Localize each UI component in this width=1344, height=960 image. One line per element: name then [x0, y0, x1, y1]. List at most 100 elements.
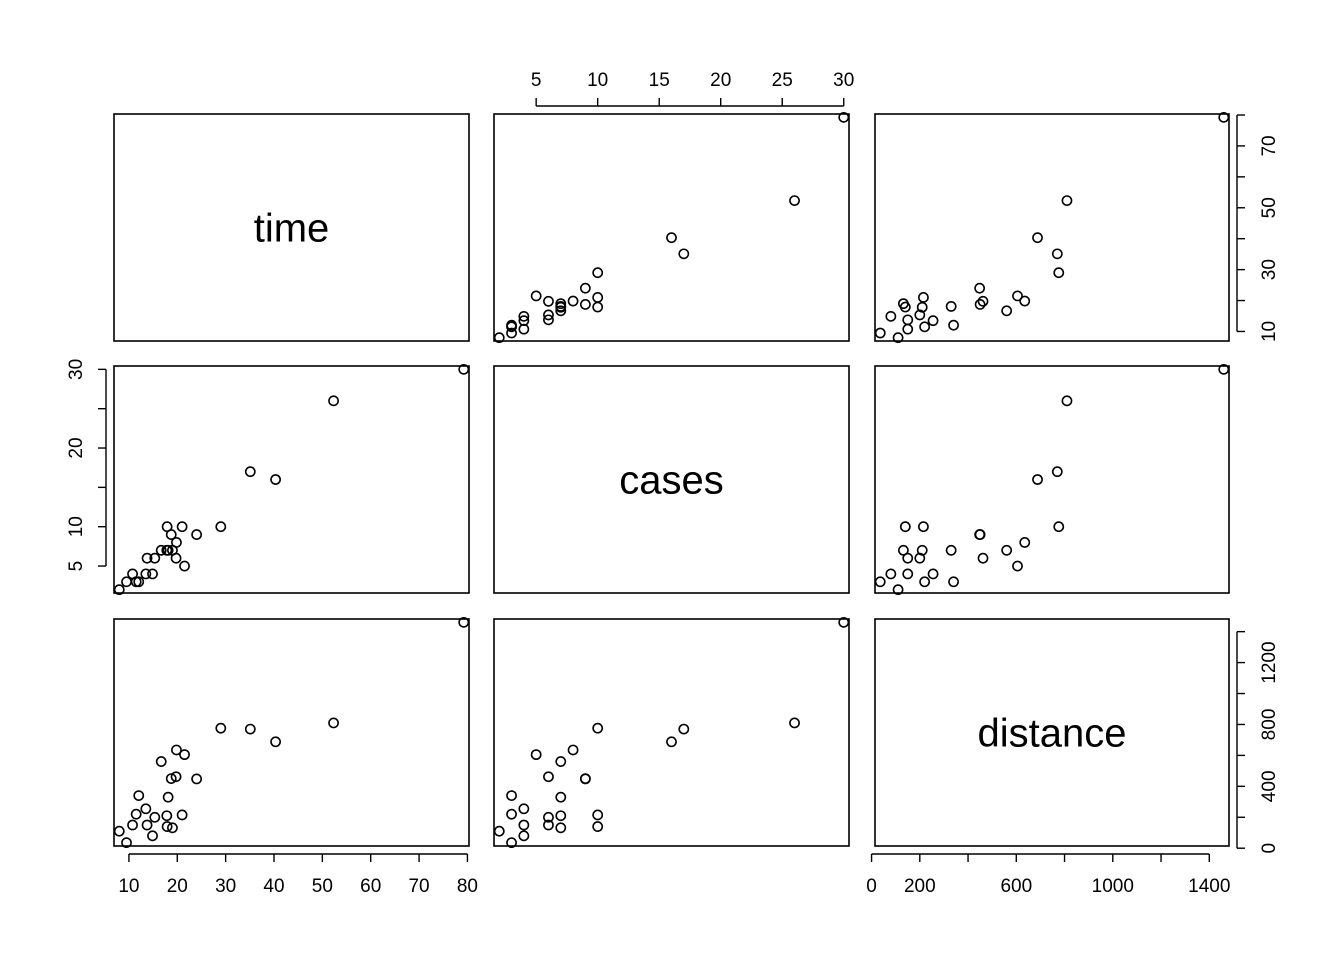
- data-point: [147, 568, 158, 580]
- cases-top-axis-tick-label: 5: [531, 70, 542, 91]
- data-point: [666, 736, 677, 748]
- data-point: [838, 111, 850, 123]
- data-point: [919, 321, 931, 333]
- data-point: [493, 825, 505, 837]
- distance-bottom-axis-tick-label: 1000: [1092, 876, 1134, 897]
- panel-cases-vs-time: [113, 365, 470, 594]
- data-point: [555, 301, 567, 313]
- distance-right-axis-tick-label: 800: [1259, 709, 1280, 741]
- data-point: [530, 749, 542, 761]
- data-point: [1019, 295, 1031, 307]
- data-point: [147, 830, 158, 842]
- data-point: [1012, 290, 1023, 302]
- data-point: [885, 310, 897, 322]
- data-point: [974, 299, 986, 310]
- data-point: [161, 810, 173, 822]
- data-point: [948, 576, 959, 588]
- data-point: [121, 837, 132, 849]
- data-point: [179, 749, 190, 761]
- data-point: [518, 310, 530, 322]
- data-point: [918, 292, 929, 303]
- data-point: [1032, 474, 1043, 485]
- data-point: [176, 809, 188, 821]
- data-point: [567, 295, 579, 307]
- data-point: [518, 803, 530, 815]
- data-point: [555, 756, 567, 767]
- data-point: [167, 822, 178, 834]
- diagonal-label-cases: cases: [619, 459, 724, 503]
- data-point: [161, 821, 173, 832]
- data-point: [592, 722, 604, 734]
- data-point: [530, 290, 542, 302]
- data-point: [945, 300, 957, 312]
- panel-time-vs-distance: [874, 113, 1230, 342]
- data-point: [1061, 395, 1073, 407]
- panel-cases-vs-cases: [493, 365, 850, 594]
- data-point: [1001, 544, 1013, 556]
- data-point: [121, 576, 132, 588]
- data-point: [161, 544, 173, 556]
- data-point: [918, 521, 929, 533]
- data-point: [127, 568, 138, 580]
- data-point: [789, 195, 800, 206]
- data-point: [555, 305, 567, 317]
- time-bottom-axis-tick-label: 10: [118, 876, 139, 897]
- data-point: [902, 552, 914, 564]
- data-point: [215, 521, 227, 533]
- data-point: [171, 537, 182, 548]
- data-point: [543, 819, 554, 831]
- data-point: [543, 295, 554, 307]
- data-point: [149, 811, 161, 823]
- panel-time-vs-time: [113, 113, 470, 342]
- data-point: [171, 744, 182, 756]
- data-point: [543, 314, 554, 326]
- data-point: [506, 319, 517, 331]
- data-point: [902, 323, 914, 335]
- data-point: [493, 332, 505, 344]
- data-point: [140, 568, 152, 580]
- data-point: [977, 552, 989, 564]
- cases-top-axis-tick-label: 10: [587, 70, 608, 91]
- time-bottom-axis-tick-label: 30: [215, 876, 236, 897]
- data-point: [543, 771, 554, 783]
- data-point: [1032, 232, 1043, 244]
- data-point: [899, 301, 911, 313]
- diagonal-label-time: time: [254, 207, 330, 251]
- data-point: [518, 323, 530, 335]
- data-point: [897, 544, 909, 556]
- distance-bottom-axis-tick-label: 600: [1000, 876, 1032, 897]
- panel-distance-vs-time: [113, 618, 470, 847]
- data-point: [458, 363, 470, 375]
- cases-top-axis-tick-label: 20: [710, 70, 731, 91]
- data-point: [165, 773, 177, 784]
- time-bottom-axis-tick-label: 50: [312, 876, 333, 897]
- cases-left-axis-tick-label: 10: [66, 516, 87, 537]
- cases-left-axis-tick-label: 20: [66, 437, 87, 458]
- cases-left-axis-tick-label: 5: [66, 561, 87, 572]
- data-point: [244, 723, 256, 735]
- data-point: [885, 568, 897, 580]
- cases-top-axis-tick-label: 15: [649, 70, 670, 91]
- time-bottom-axis-tick-label: 80: [457, 876, 478, 897]
- data-point: [1001, 305, 1013, 317]
- data-point: [1051, 466, 1063, 478]
- data-point: [555, 791, 567, 803]
- data-point: [113, 584, 125, 596]
- data-point: [155, 544, 167, 556]
- data-point: [328, 717, 339, 729]
- data-point: [902, 568, 914, 580]
- data-point: [974, 529, 986, 540]
- data-point: [191, 773, 203, 785]
- data-point: [506, 327, 517, 339]
- distance-bottom-axis-tick-label: 0: [866, 876, 877, 897]
- data-point: [914, 552, 926, 564]
- data-point: [927, 315, 939, 327]
- distance-right-axis-tick-label: 0: [1259, 843, 1280, 854]
- data-point: [838, 616, 850, 628]
- data-point: [458, 616, 470, 628]
- time-bottom-axis-tick-label: 70: [408, 876, 429, 897]
- data-point: [919, 576, 931, 588]
- data-point: [133, 790, 145, 802]
- data-point: [506, 837, 517, 849]
